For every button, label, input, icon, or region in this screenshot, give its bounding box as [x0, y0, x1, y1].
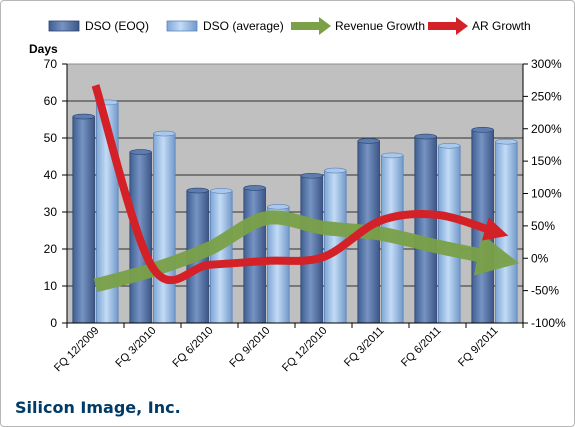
bar-cap [495, 138, 518, 145]
bar-cap [129, 149, 152, 155]
category-label: FQ 12/2009 [52, 325, 102, 375]
bar-cap [186, 187, 209, 194]
category-label: FQ 9/2010 [227, 325, 272, 370]
bar-cap [471, 127, 494, 133]
left-tick-label: 60 [44, 94, 58, 108]
legend-swatch [291, 17, 331, 35]
bar-cap [381, 152, 404, 159]
category-label: FQ 6/2010 [170, 325, 215, 370]
legend-swatch [166, 20, 198, 32]
company-name: Silicon Image, Inc. [15, 398, 181, 417]
legend-label: DSO (EOQ) [85, 19, 149, 33]
category-label: FQ 3/2010 [113, 325, 158, 370]
revenue-growth-line [93, 210, 520, 293]
bar-cap [72, 113, 95, 120]
right-tick-label: 100% [531, 187, 562, 201]
legend: DSO (EOQ) DSO (average) Revenue Growth AR G… [48, 17, 531, 35]
left-tick-label: 30 [44, 205, 58, 219]
bar [438, 145, 461, 324]
right-tick-label: -50% [531, 284, 559, 298]
right-tick-label: 300% [531, 57, 562, 71]
right-tick-label: 250% [531, 89, 562, 103]
category-label: FQ 3/2011 [342, 325, 387, 370]
bar-cap [243, 185, 266, 191]
legend-label: AR Growth [472, 19, 531, 33]
legend-swatch [48, 20, 80, 32]
category-label: FQ 12/2010 [280, 325, 330, 375]
right-tick-label: 150% [531, 154, 562, 168]
left-tick-label: 0 [50, 316, 57, 330]
left-tick-label: 70 [44, 57, 58, 71]
category-label: FQ 9/2011 [456, 325, 501, 370]
left-tick-label: 40 [44, 168, 58, 182]
bar [495, 141, 518, 324]
right-tick-label: 200% [531, 122, 562, 136]
lines-group [91, 84, 520, 293]
right-tick-label: 50% [531, 219, 555, 233]
bar-cap [438, 142, 461, 149]
right-tick-label: 0% [531, 251, 549, 265]
bar [414, 136, 437, 324]
right-tick-label: -100% [531, 316, 566, 330]
category-label: FQ 6/2011 [399, 325, 444, 370]
bar-cap [300, 172, 323, 179]
bar [210, 190, 233, 324]
bar-cap [324, 167, 347, 174]
bar [72, 116, 95, 324]
legend-label: DSO (average) [203, 19, 284, 33]
legend-label: Revenue Growth [335, 19, 425, 33]
legend-swatch [428, 17, 468, 35]
bar [300, 175, 323, 324]
left-tick-label: 50 [44, 131, 58, 145]
bar-cap [414, 133, 437, 140]
bar-cap [357, 138, 380, 144]
bar-cap [153, 130, 176, 137]
left-tick-label: 10 [44, 279, 58, 293]
bar-cap [210, 188, 233, 194]
y-axis-title: Days [29, 42, 58, 56]
bar [243, 187, 266, 324]
left-tick-label: 20 [44, 242, 58, 256]
bar [153, 133, 176, 324]
bar-cap [267, 204, 290, 210]
ar-growth-line [91, 84, 509, 285]
